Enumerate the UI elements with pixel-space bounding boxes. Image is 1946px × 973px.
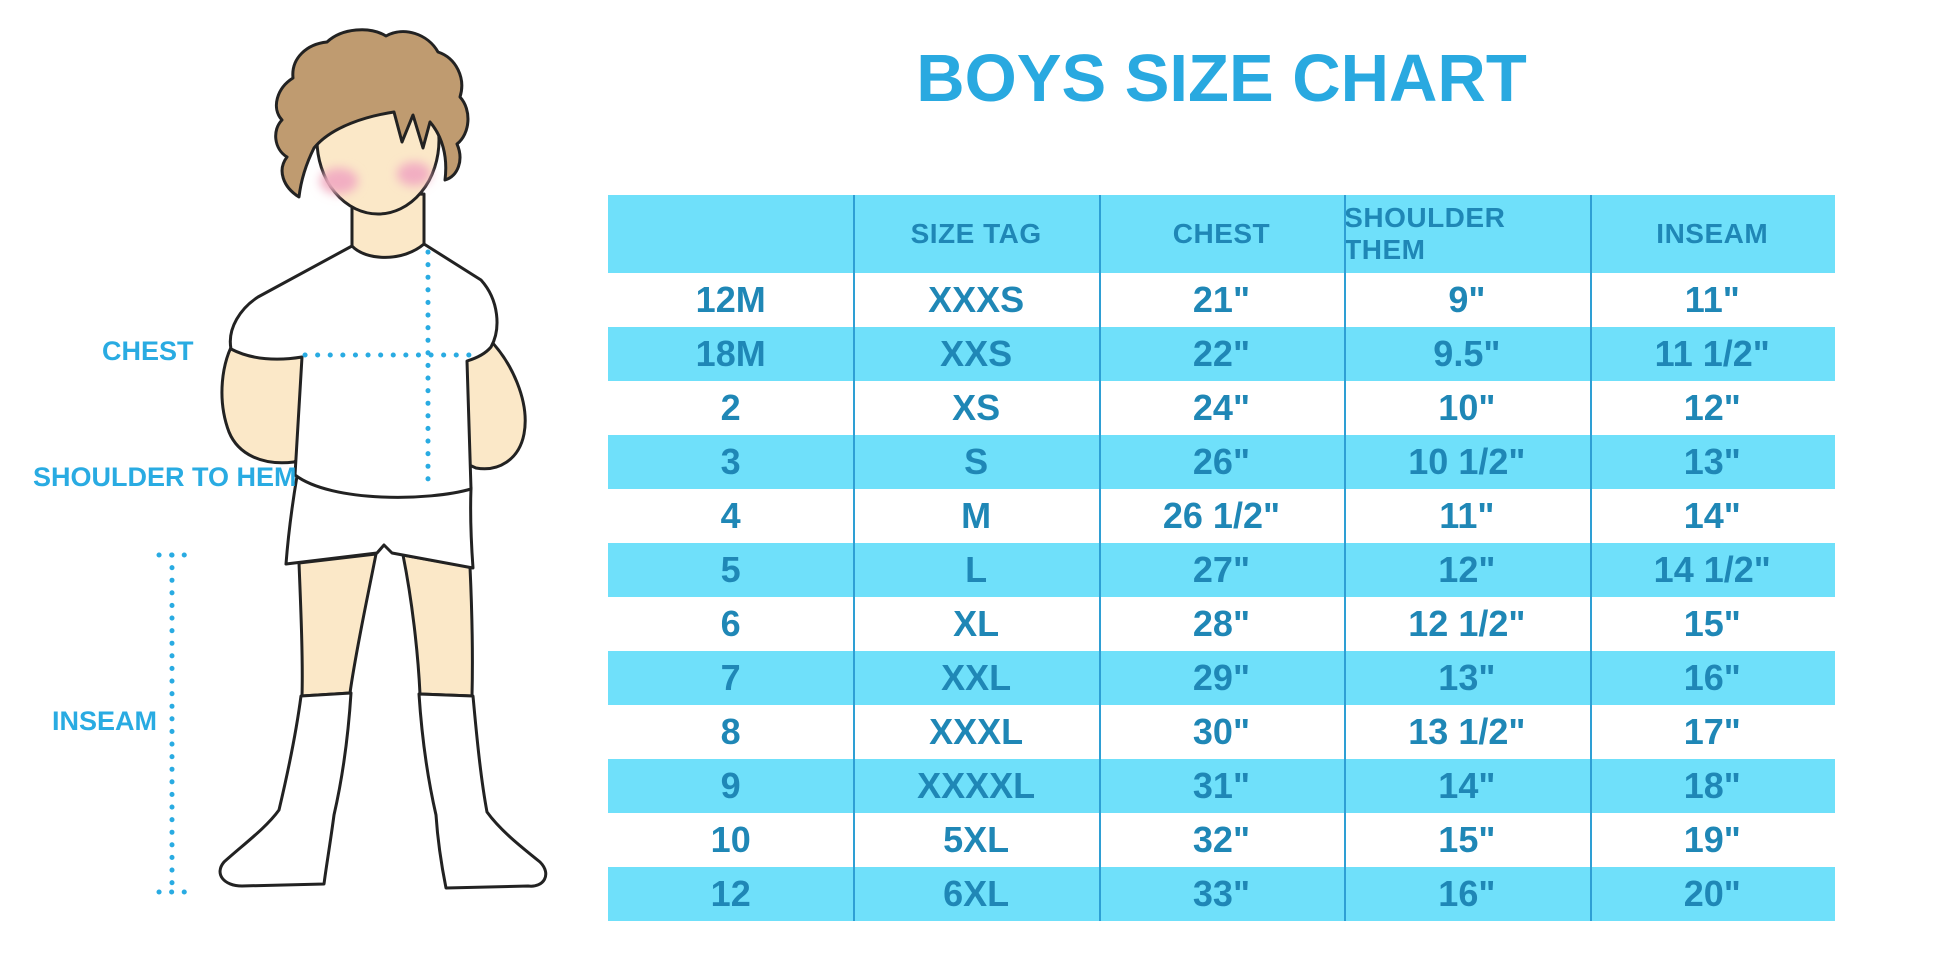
table-cell: M: [961, 495, 992, 536]
table-row: 9 XXXXL 31" 14" 18": [608, 759, 1835, 813]
table-cell: 18": [1683, 765, 1741, 806]
column-separator: [1098, 195, 1101, 921]
table-row: 8 XXXL 30" 13 1/2" 17": [608, 705, 1835, 759]
table-row: 2 XS 24" 10" 12": [608, 381, 1835, 435]
table-cell: 16": [1683, 657, 1741, 698]
table-cell: 24": [1192, 387, 1251, 428]
column-header: [608, 195, 853, 273]
table-cell: 8: [720, 711, 741, 752]
column-header: SIZE TAG: [910, 218, 1042, 249]
table-cell: 14 1/2": [1653, 549, 1771, 590]
table-cell: 11": [1684, 279, 1740, 320]
table-cell: 4: [720, 495, 741, 536]
table-cell: 20": [1683, 873, 1741, 914]
table-cell: 5: [720, 549, 741, 590]
column-separator: [853, 195, 856, 921]
table-cell: 6: [720, 603, 741, 644]
table-cell: 9.5": [1433, 333, 1501, 374]
column-separator: [1589, 195, 1592, 921]
table-row: 12 6XL 33" 16" 20": [608, 867, 1835, 921]
table-cell: 12 1/2": [1408, 603, 1526, 644]
table-row: 10 5XL 32" 15" 19": [608, 813, 1835, 867]
boy-tshirt: [228, 242, 499, 499]
table-cell: 14": [1438, 765, 1496, 806]
table-header-row: SIZE TAG CHEST SHOULDER THEM INSEAM: [608, 195, 1835, 273]
table-row: 6 XL 28" 12 1/2" 15": [608, 597, 1835, 651]
table-cell: 27": [1192, 549, 1251, 590]
table-cell: 19": [1683, 819, 1741, 860]
table-cell: 30": [1192, 711, 1251, 752]
table-cell: 11 1/2": [1654, 333, 1770, 374]
table-cell: 31": [1192, 765, 1251, 806]
boy-left-leg: [297, 552, 378, 698]
table-cell: 12M: [695, 279, 766, 320]
table-cell: 3: [720, 441, 741, 482]
boy-measurement-illustration: [156, 28, 548, 895]
shoulder-to-hem-label: SHOULDER TO HEM: [33, 462, 297, 492]
table-cell: 32": [1192, 819, 1251, 860]
table-body: 12M XXXS 21" 9" 11" 18M XXS 22" 9.5" 11 1/2" 2 XS 24…: [608, 273, 1835, 921]
table-cell: 26 1/2": [1162, 495, 1281, 536]
table-cell: 29": [1192, 657, 1251, 698]
table-cell: 17": [1683, 711, 1741, 752]
table-row: 5 L 27" 12" 14 1/2": [608, 543, 1835, 597]
table-cell: XXL: [941, 657, 1012, 698]
table-cell: 12": [1438, 549, 1496, 590]
boy-blush: [320, 162, 431, 194]
table-cell: 21": [1192, 279, 1251, 320]
table-cell: 13": [1683, 441, 1741, 482]
table-cell: 14": [1683, 495, 1741, 536]
table-row: 4 M 26 1/2" 11" 14": [608, 489, 1835, 543]
boy-right-sock: [417, 692, 548, 890]
boy-right-arm: [456, 336, 527, 471]
table-cell: 10: [710, 819, 751, 860]
table-cell: 9: [720, 765, 741, 806]
boy-left-sock: [218, 691, 353, 888]
table-cell: 11": [1439, 495, 1495, 536]
table-cell: XS: [952, 387, 1001, 428]
column-separator: [1344, 195, 1347, 921]
table-cell: 33": [1192, 873, 1251, 914]
table-cell: 12": [1683, 387, 1741, 428]
boy-left-arm: [220, 336, 309, 465]
table-row: 7 XXL 29" 13" 16": [608, 651, 1835, 705]
column-header: SHOULDER THEM: [1344, 202, 1506, 265]
table-cell: 10": [1438, 387, 1496, 428]
table-cell: 5XL: [943, 819, 1010, 860]
table-row: 3 S 26" 10 1/2" 13": [608, 435, 1835, 489]
table-cell: 9": [1448, 279, 1486, 320]
table-cell: XXXS: [928, 279, 1025, 320]
table-cell: 13": [1438, 657, 1496, 698]
table-cell: L: [965, 549, 988, 590]
table-cell: XXS: [940, 333, 1013, 374]
table-cell: 2: [720, 387, 741, 428]
page-title: BOYS SIZE CHART: [916, 41, 1527, 116]
boy-right-leg: [401, 553, 474, 698]
table-cell: 15": [1438, 819, 1496, 860]
column-header: INSEAM: [1656, 218, 1769, 249]
table-cell: XL: [953, 603, 1000, 644]
table-cell: 22": [1192, 333, 1251, 374]
table-cell: 16": [1438, 873, 1496, 914]
table-cell: 15": [1683, 603, 1741, 644]
column-header: CHEST: [1172, 218, 1271, 249]
table-cell: S: [964, 441, 989, 482]
table-cell: 26": [1192, 441, 1251, 482]
table-cell: 10 1/2": [1408, 441, 1526, 482]
table-cell: 12: [710, 873, 751, 914]
chest-label: CHEST: [102, 336, 194, 366]
table-cell: XXXXL: [917, 765, 1036, 806]
table-cell: 6XL: [943, 873, 1010, 914]
table-cell: 7: [720, 657, 741, 698]
table-cell: XXXL: [929, 711, 1024, 752]
boy-hair: [274, 28, 470, 199]
inseam-label: INSEAM: [52, 706, 158, 736]
table-row: 12M XXXS 21" 9" 11": [608, 273, 1835, 327]
table-row: 18M XXS 22" 9.5" 11 1/2": [608, 327, 1835, 381]
size-chart-table: SIZE TAG CHEST SHOULDER THEM INSEAM 12M XXXS…: [608, 195, 1835, 921]
table-cell: 13 1/2": [1408, 711, 1526, 752]
table-cell: 18M: [695, 333, 766, 374]
table-cell: 28": [1192, 603, 1251, 644]
